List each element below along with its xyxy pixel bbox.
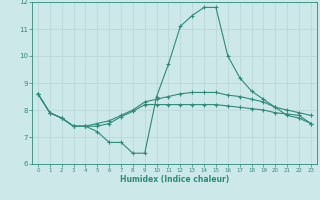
X-axis label: Humidex (Indice chaleur): Humidex (Indice chaleur)	[120, 175, 229, 184]
